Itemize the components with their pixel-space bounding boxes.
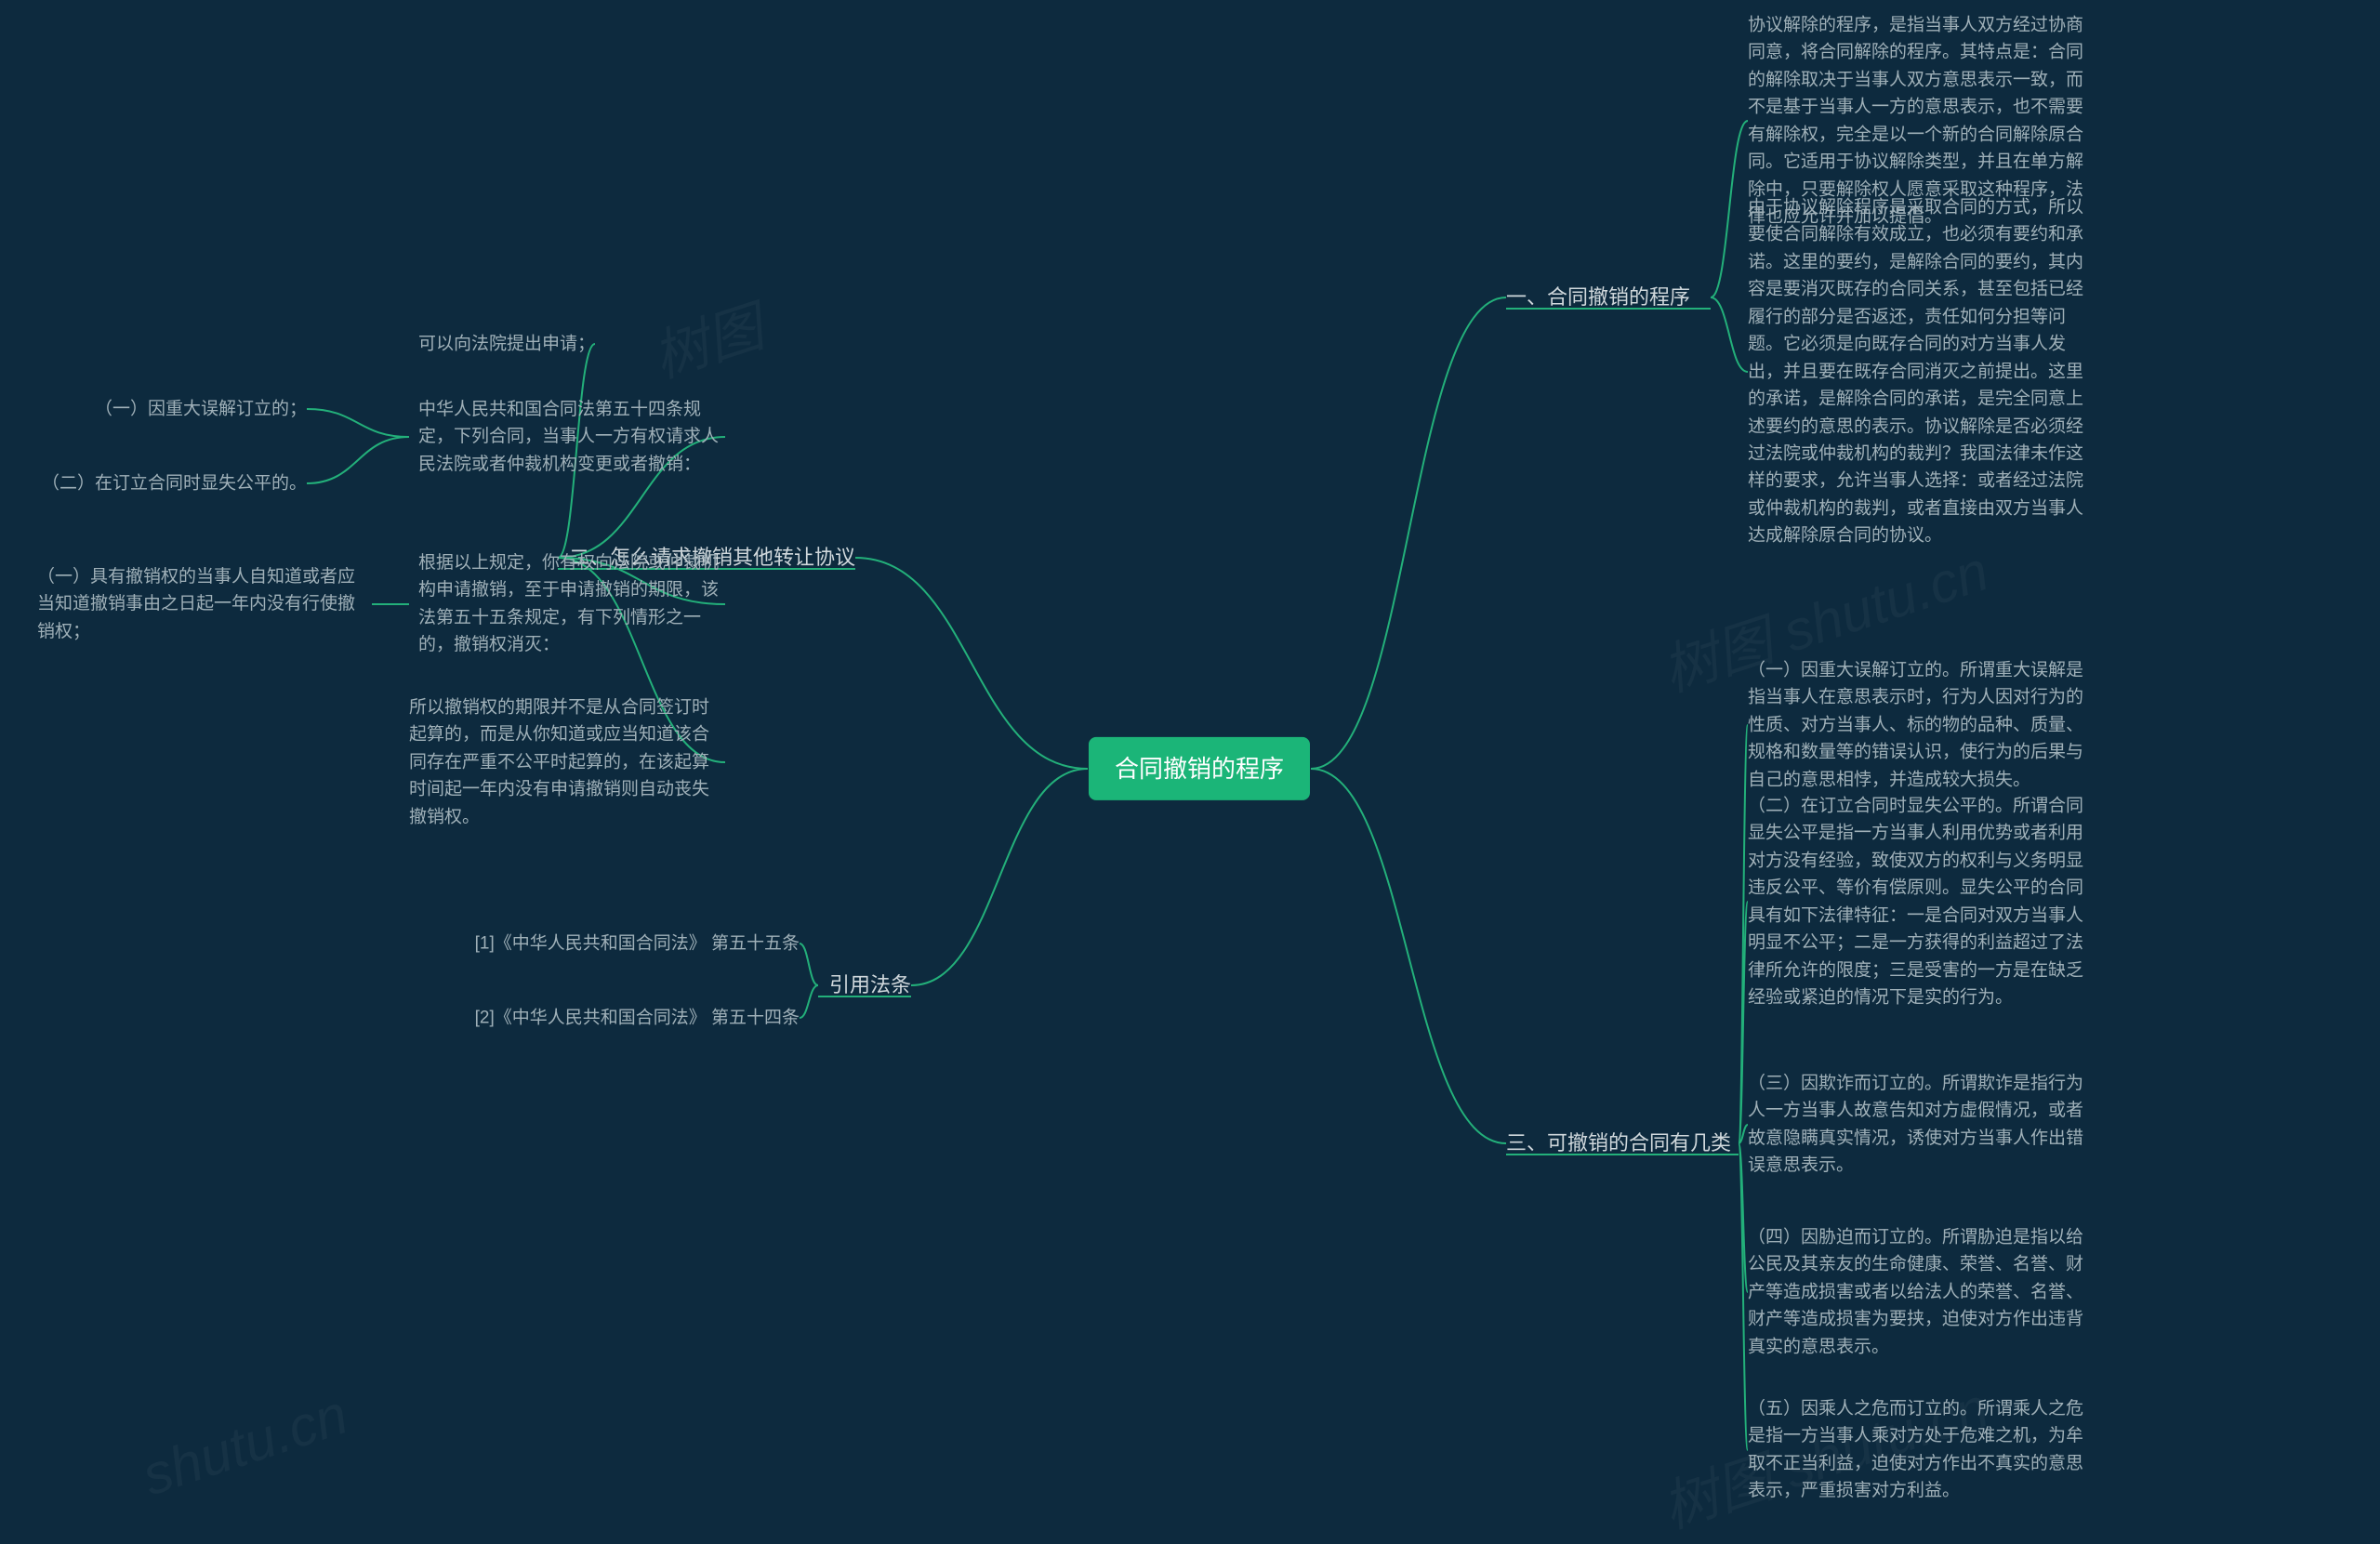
branch-2-leaf-3a: （一）具有撤销权的当事人自知道或者应当知道撤销事由之日起一年内没有行使撤销权；: [37, 563, 372, 645]
branch-4-leaf-2: [2]《中华人民共和国合同法》 第五十四条: [475, 1004, 800, 1031]
branch-1-leaf-2: 由于协议解除程序是采取合同的方式，所以要使合同解除有效成立，也必须有要约和承诺。…: [1748, 194, 2092, 550]
branch-2-leaf-4: 所以撤销权的期限并不是从合同签订时起算的，而是从你知道或应当知道该合同存在严重不…: [409, 693, 725, 830]
branch-2-leaf-2b: （二）在订立合同时显失公平的。: [42, 469, 307, 496]
branch-3-leaf-4: （四）因胁迫而订立的。所谓胁迫是指以给公民及其亲友的生命健康、荣誉、名誉、财产等…: [1748, 1223, 2092, 1360]
branch-3-leaf-5: （五）因乘人之危而订立的。所谓乘人之危是指一方当事人乘对方处于危难之机，为牟取不…: [1748, 1395, 2092, 1505]
branch-2-leaf-3: 根据以上规定，你有权向法院或仲裁机构申请撤销，至于申请撤销的期限，该法第五十五条…: [418, 549, 725, 659]
branch-2-leaf-1: 可以向法院提出申请；: [418, 330, 595, 357]
watermark: 树图: [641, 283, 772, 394]
branch-1: 一、合同撤销的程序: [1506, 282, 1690, 313]
branch-3-leaf-1: （一）因重大误解订立的。所谓重大误解是指当事人在意思表示时，行为人因对行为的性质…: [1748, 656, 2092, 793]
branch-4: 引用法条: [829, 970, 911, 1001]
branch-3: 三、可撤销的合同有几类: [1506, 1128, 1731, 1159]
branch-2-leaf-2a: （一）因重大误解订立的；: [95, 395, 307, 422]
branch-2-leaf-2: 中华人民共和国合同法第五十四条规定，下列合同，当事人一方有权请求人民法院或者仲裁…: [418, 396, 725, 478]
branch-3-leaf-2: （二）在订立合同时显失公平的。所谓合同显失公平是指一方当事人利用优势或者利用对方…: [1748, 792, 2092, 1011]
watermark: shutu.cn: [135, 1382, 355, 1509]
branch-3-leaf-3: （三）因欺诈而订立的。所谓欺诈是指行为人一方当事人故意告知对方虚假情况，或者故意…: [1748, 1070, 2092, 1180]
branch-4-leaf-1: [1]《中华人民共和国合同法》 第五十五条: [475, 930, 800, 957]
center-node: 合同撤销的程序: [1089, 737, 1310, 800]
